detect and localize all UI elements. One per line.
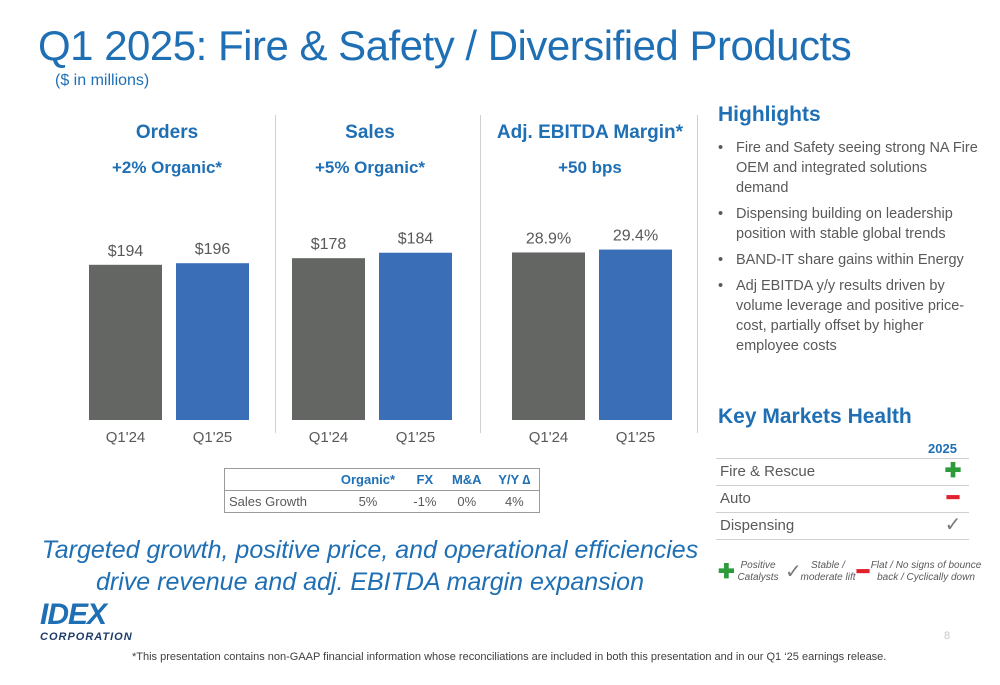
table-header: M&A xyxy=(443,468,490,491)
orders-chart-plot: $194 Q1'24 $196 Q1'25 xyxy=(89,241,249,446)
bar-Q125 xyxy=(599,249,672,420)
ebitda-margin-chart-plot: 28.9% Q1'24 29.4% Q1'25 xyxy=(512,228,672,446)
legend-positive: Positive Catalysts xyxy=(737,560,779,583)
chart-subtitle: +2% Organic* xyxy=(111,158,223,177)
sales-chart: Sales +5% Organic* $178 Q1'24 $184 Q1'25 xyxy=(275,110,465,450)
chart-title: Sales xyxy=(345,122,395,143)
sales-growth-table: Organic* FX M&A Y/Y ∆ Sales Growth 5% -1… xyxy=(224,468,540,513)
highlights-title: Highlights xyxy=(718,103,821,126)
table-row-label: Sales Growth xyxy=(229,494,308,509)
x-tick-label: Q1'24 xyxy=(309,429,349,446)
page-number: 8 xyxy=(944,630,951,642)
bar-Q124 xyxy=(89,264,162,420)
data-label: 29.4% xyxy=(613,228,658,245)
plus-icon: ✚ xyxy=(944,460,962,482)
table-header: Y/Y ∆ xyxy=(489,468,540,491)
highlight-text: Adj EBITDA y/y results driven by volume … xyxy=(736,278,965,354)
list-item: • Fire and Safety seeing strong NA Fire O… xyxy=(718,138,980,198)
list-item: • BAND-IT share gains within Energy xyxy=(718,250,980,270)
key-markets-year: 2025 xyxy=(928,441,957,456)
key-market-row-dispensing: Dispensing ✓ xyxy=(716,513,969,540)
bar-Q125 xyxy=(379,252,452,420)
bar-Q124 xyxy=(292,258,365,420)
orders-chart: Orders +2% Organic* $194 Q1'24 $196 Q1'25 xyxy=(72,110,262,450)
data-label: $194 xyxy=(108,243,144,260)
idex-logo: IDEX CORPORATION xyxy=(40,600,132,646)
bar-Q125 xyxy=(176,263,249,420)
bullet: • xyxy=(718,206,724,222)
highlight-text: BAND-IT share gains within Energy xyxy=(736,252,964,268)
data-label: $184 xyxy=(398,231,434,248)
chart-divider xyxy=(275,115,276,433)
chart-subtitle: +5% Organic* xyxy=(314,158,426,177)
sales-chart-plot: $178 Q1'24 $184 Q1'25 xyxy=(292,231,452,446)
chart-subtitle: +50 bps xyxy=(558,158,622,177)
chart-divider xyxy=(697,115,698,433)
bullet: • xyxy=(718,140,724,156)
table-cell: 5% xyxy=(358,494,378,509)
key-market-label: Auto xyxy=(720,490,751,507)
data-label: 28.9% xyxy=(526,230,571,247)
bullet: • xyxy=(718,278,724,294)
table-header-row: Organic* FX M&A Y/Y ∆ xyxy=(224,468,540,491)
minus-icon: ━ xyxy=(857,561,870,583)
minus-icon: ━ xyxy=(946,487,960,509)
page-subtitle: ($ in millions) xyxy=(55,72,150,89)
x-tick-label: Q1'25 xyxy=(396,429,436,446)
x-tick-label: Q1'24 xyxy=(106,429,146,446)
legend-stable: Stable / moderate lift xyxy=(800,560,856,583)
x-tick-label: Q1'25 xyxy=(193,429,233,446)
check-icon: ✓ xyxy=(785,561,802,583)
list-item: • Dispensing building on leadership posit… xyxy=(718,204,980,244)
key-market-row-auto: Auto ━ xyxy=(716,486,969,513)
chart-title: Orders xyxy=(135,122,199,143)
table-row: Sales Growth 5% -1% 0% 4% xyxy=(225,491,540,513)
highlight-text: Fire and Safety seeing strong NA Fire OE… xyxy=(736,140,978,196)
key-market-row-fire-rescue: Fire & Rescue ✚ xyxy=(716,459,969,486)
table-header xyxy=(224,468,331,491)
key-market-label: Dispensing xyxy=(720,517,795,534)
logo-corp: CORPORATION xyxy=(40,631,133,643)
data-label: $178 xyxy=(311,236,347,253)
highlights-list: • Fire and Safety seeing strong NA Fire O… xyxy=(718,138,980,362)
tagline: Targeted growth, positive price, and ope… xyxy=(41,536,699,596)
page-title: Q1 2025: Fire & Safety / Diversified Pro… xyxy=(38,22,852,69)
legend-flat: Flat / No signs of bounce back / Cyclica… xyxy=(870,560,982,583)
x-tick-label: Q1'24 xyxy=(529,429,569,446)
logo-brand: IDEX xyxy=(40,598,107,631)
table-cell: -1% xyxy=(413,494,437,509)
key-markets-divider xyxy=(716,458,969,459)
x-tick-label: Q1'25 xyxy=(616,429,656,446)
chart-divider xyxy=(480,115,481,433)
table-cell: 4% xyxy=(504,494,524,509)
data-label: $196 xyxy=(195,241,231,258)
footnote: *This presentation contains non-GAAP fin… xyxy=(132,651,887,663)
key-market-label: Fire & Rescue xyxy=(720,463,816,480)
ebitda-margin-chart: Adj. EBITDA Margin* +50 bps 28.9% Q1'24 29… xyxy=(495,110,685,450)
table-header: Organic* xyxy=(330,468,406,491)
key-markets-title: Key Markets Health xyxy=(718,405,912,428)
plus-icon: ✚ xyxy=(718,561,735,583)
list-item: • Adj EBITDA y/y results driven by volume… xyxy=(718,276,980,356)
bar-Q124 xyxy=(512,252,585,420)
bullet: • xyxy=(718,252,724,268)
highlight-text: Dispensing building on leadership positi… xyxy=(736,206,953,242)
table-cell: 0% xyxy=(457,494,477,509)
table-header: FX xyxy=(405,468,444,491)
check-icon: ✓ xyxy=(944,514,962,536)
chart-title: Adj. EBITDA Margin* xyxy=(496,122,684,143)
